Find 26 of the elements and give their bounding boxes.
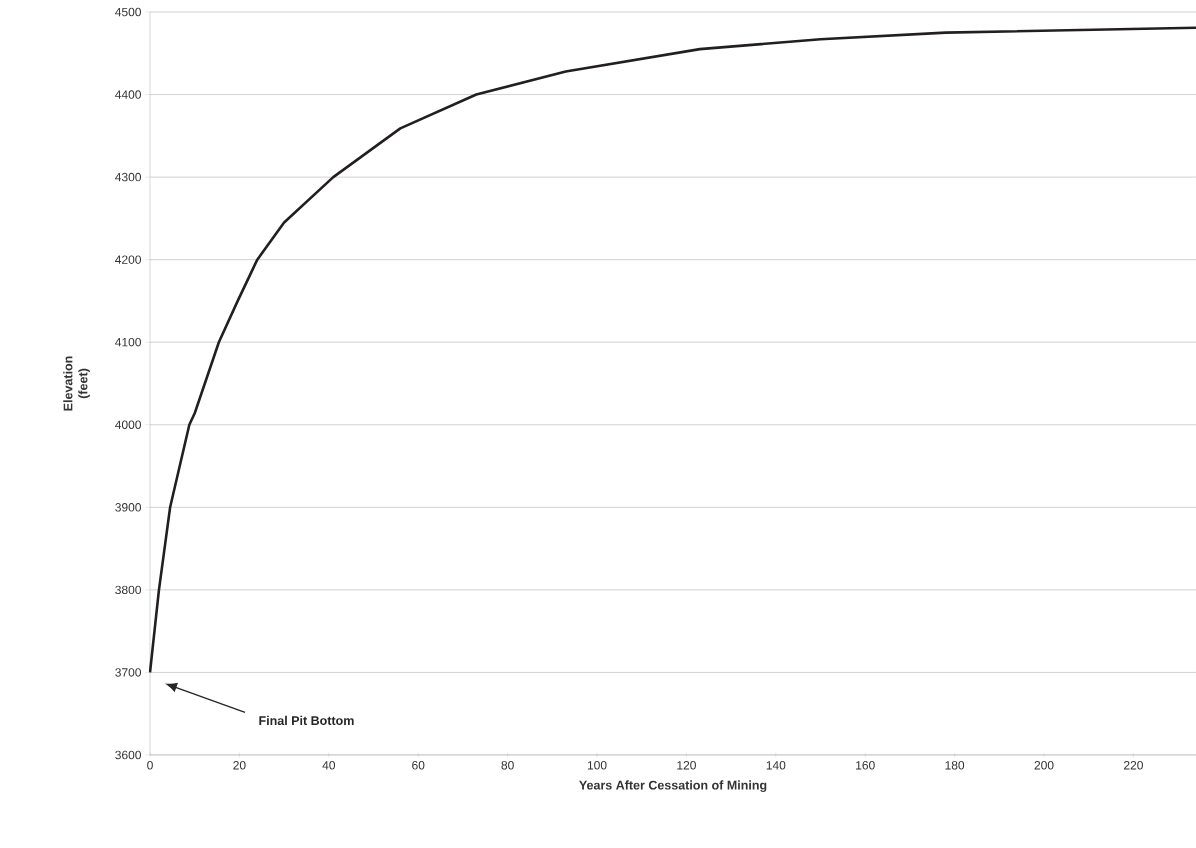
x-tick-label: 40 xyxy=(322,761,336,770)
y-tick-label: 3800 xyxy=(115,585,142,595)
x-tick-label: 120 xyxy=(677,761,696,770)
y-tick-label: 4100 xyxy=(115,337,142,347)
x-tick-label: 200 xyxy=(1034,761,1054,770)
x-tick-label: 180 xyxy=(945,761,965,770)
x-tick-label: 0 xyxy=(147,761,153,770)
y-tick-label: 3900 xyxy=(115,503,142,512)
y-axis-title: Elevation (feet) xyxy=(63,356,90,411)
y-tick-label: 3600 xyxy=(115,750,142,760)
y-tick-label: 4400 xyxy=(115,90,142,99)
x-tick-label: 220 xyxy=(1124,761,1143,770)
annotation: Final Pit Bottom xyxy=(259,715,354,726)
x-tick-label: 160 xyxy=(856,761,875,770)
x-tick-label: 60 xyxy=(412,761,425,770)
x-tick-label: 140 xyxy=(766,761,786,770)
y-tick-label: 4200 xyxy=(115,255,142,264)
x-axis-title: Years After Cessation of Mining xyxy=(579,780,767,793)
y-tick-label: 4000 xyxy=(115,420,142,430)
x-tick-label: 80 xyxy=(501,761,514,770)
y-tick-label: 3700 xyxy=(115,668,142,677)
x-tick-label: 100 xyxy=(587,761,607,770)
y-tick-label: 4300 xyxy=(115,172,142,182)
line-series xyxy=(148,26,1196,674)
y-tick-label: 4500 xyxy=(115,7,142,17)
x-tick-label: 20 xyxy=(233,761,246,770)
